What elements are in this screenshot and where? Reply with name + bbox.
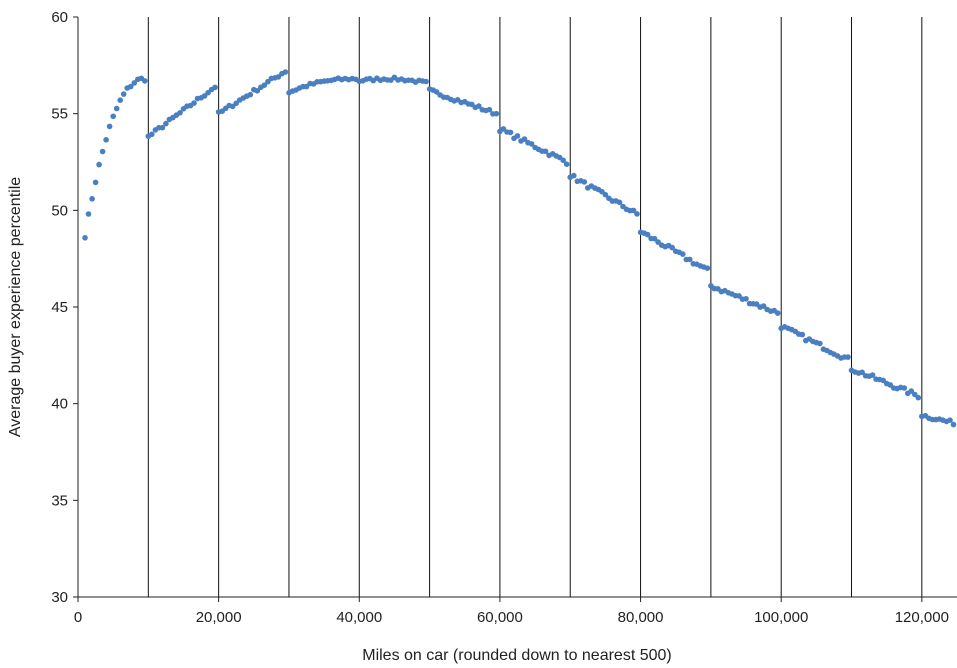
data-point [131,80,138,86]
data-point [760,303,767,309]
x-tick-label: 20,000 [196,609,242,626]
data-points [82,69,957,428]
data-point [563,161,570,167]
data-point [507,129,514,136]
data-point [265,78,271,85]
x-tick-label: 120,000 [895,609,949,626]
data-point [99,148,106,155]
data-point [191,100,197,106]
data-point [117,97,123,103]
y-axis-label: Average buyer experience percentile [7,177,24,437]
data-point [82,235,88,241]
data-point [687,256,693,263]
data-point [486,106,493,113]
data-point [947,417,953,424]
data-point [581,179,588,185]
x-tick-label: 0 [74,609,82,626]
data-point [845,354,851,360]
data-point [177,110,183,116]
data-point [247,91,254,98]
data-point [493,110,500,117]
data-point [634,211,640,217]
data-point [127,83,134,90]
data-point [602,191,609,198]
data-point [669,244,675,251]
data-point [901,385,908,391]
data-point [859,369,865,376]
data-point [159,124,166,131]
data-point [120,91,127,97]
y-axis-ticks: 30 35 40 45 50 55 60 [51,9,78,606]
data-point [514,133,521,139]
y-tick-label: 55 [51,106,68,123]
data-point [85,211,92,217]
data-point [817,340,823,347]
y-tick-label: 30 [51,589,68,606]
data-point [743,296,749,302]
data-point [915,394,922,401]
data-point [571,172,577,179]
axes [77,17,957,598]
vertical-gridlines [147,17,923,597]
data-point [704,265,711,272]
data-point [110,113,116,120]
data-point [142,78,148,84]
data-point [103,137,109,143]
x-axis-label: Miles on car (rounded down to nearest 50… [362,647,672,664]
data-point [736,293,742,299]
data-point [542,148,549,155]
data-point [616,199,623,206]
data-point [233,100,239,107]
data-point [651,235,658,242]
data-point [113,105,120,112]
data-point [423,78,429,85]
data-point [799,331,806,338]
data-point [149,131,155,138]
y-tick-label: 60 [51,9,68,26]
data-point [680,251,686,257]
y-tick-label: 40 [51,396,68,413]
data-point [92,179,99,186]
data-point [644,231,651,238]
x-tick-label: 40,000 [336,609,382,626]
data-point [869,372,876,378]
data-point [106,123,113,130]
data-point [521,136,528,142]
data-point [96,161,102,168]
x-tick-label: 100,000 [754,609,808,626]
data-point [908,388,915,394]
x-axis-ticks: 0 20,000 40,000 60,000 80,000 100,000 120,000 [74,597,949,626]
data-point [630,207,637,214]
data-point [560,157,566,164]
data-point [212,84,218,91]
data-point [261,82,268,88]
data-point [528,141,535,147]
x-tick-label: 60,000 [477,609,523,626]
data-point [254,88,261,94]
y-tick-label: 35 [51,492,68,509]
data-point [89,196,95,202]
data-point [476,103,482,109]
data-point [950,421,957,428]
data-point [774,310,781,316]
y-tick-label: 50 [51,202,68,219]
data-point [163,120,169,127]
data-point [282,69,289,75]
y-tick-label: 45 [51,299,68,316]
x-tick-label: 80,000 [618,609,664,626]
